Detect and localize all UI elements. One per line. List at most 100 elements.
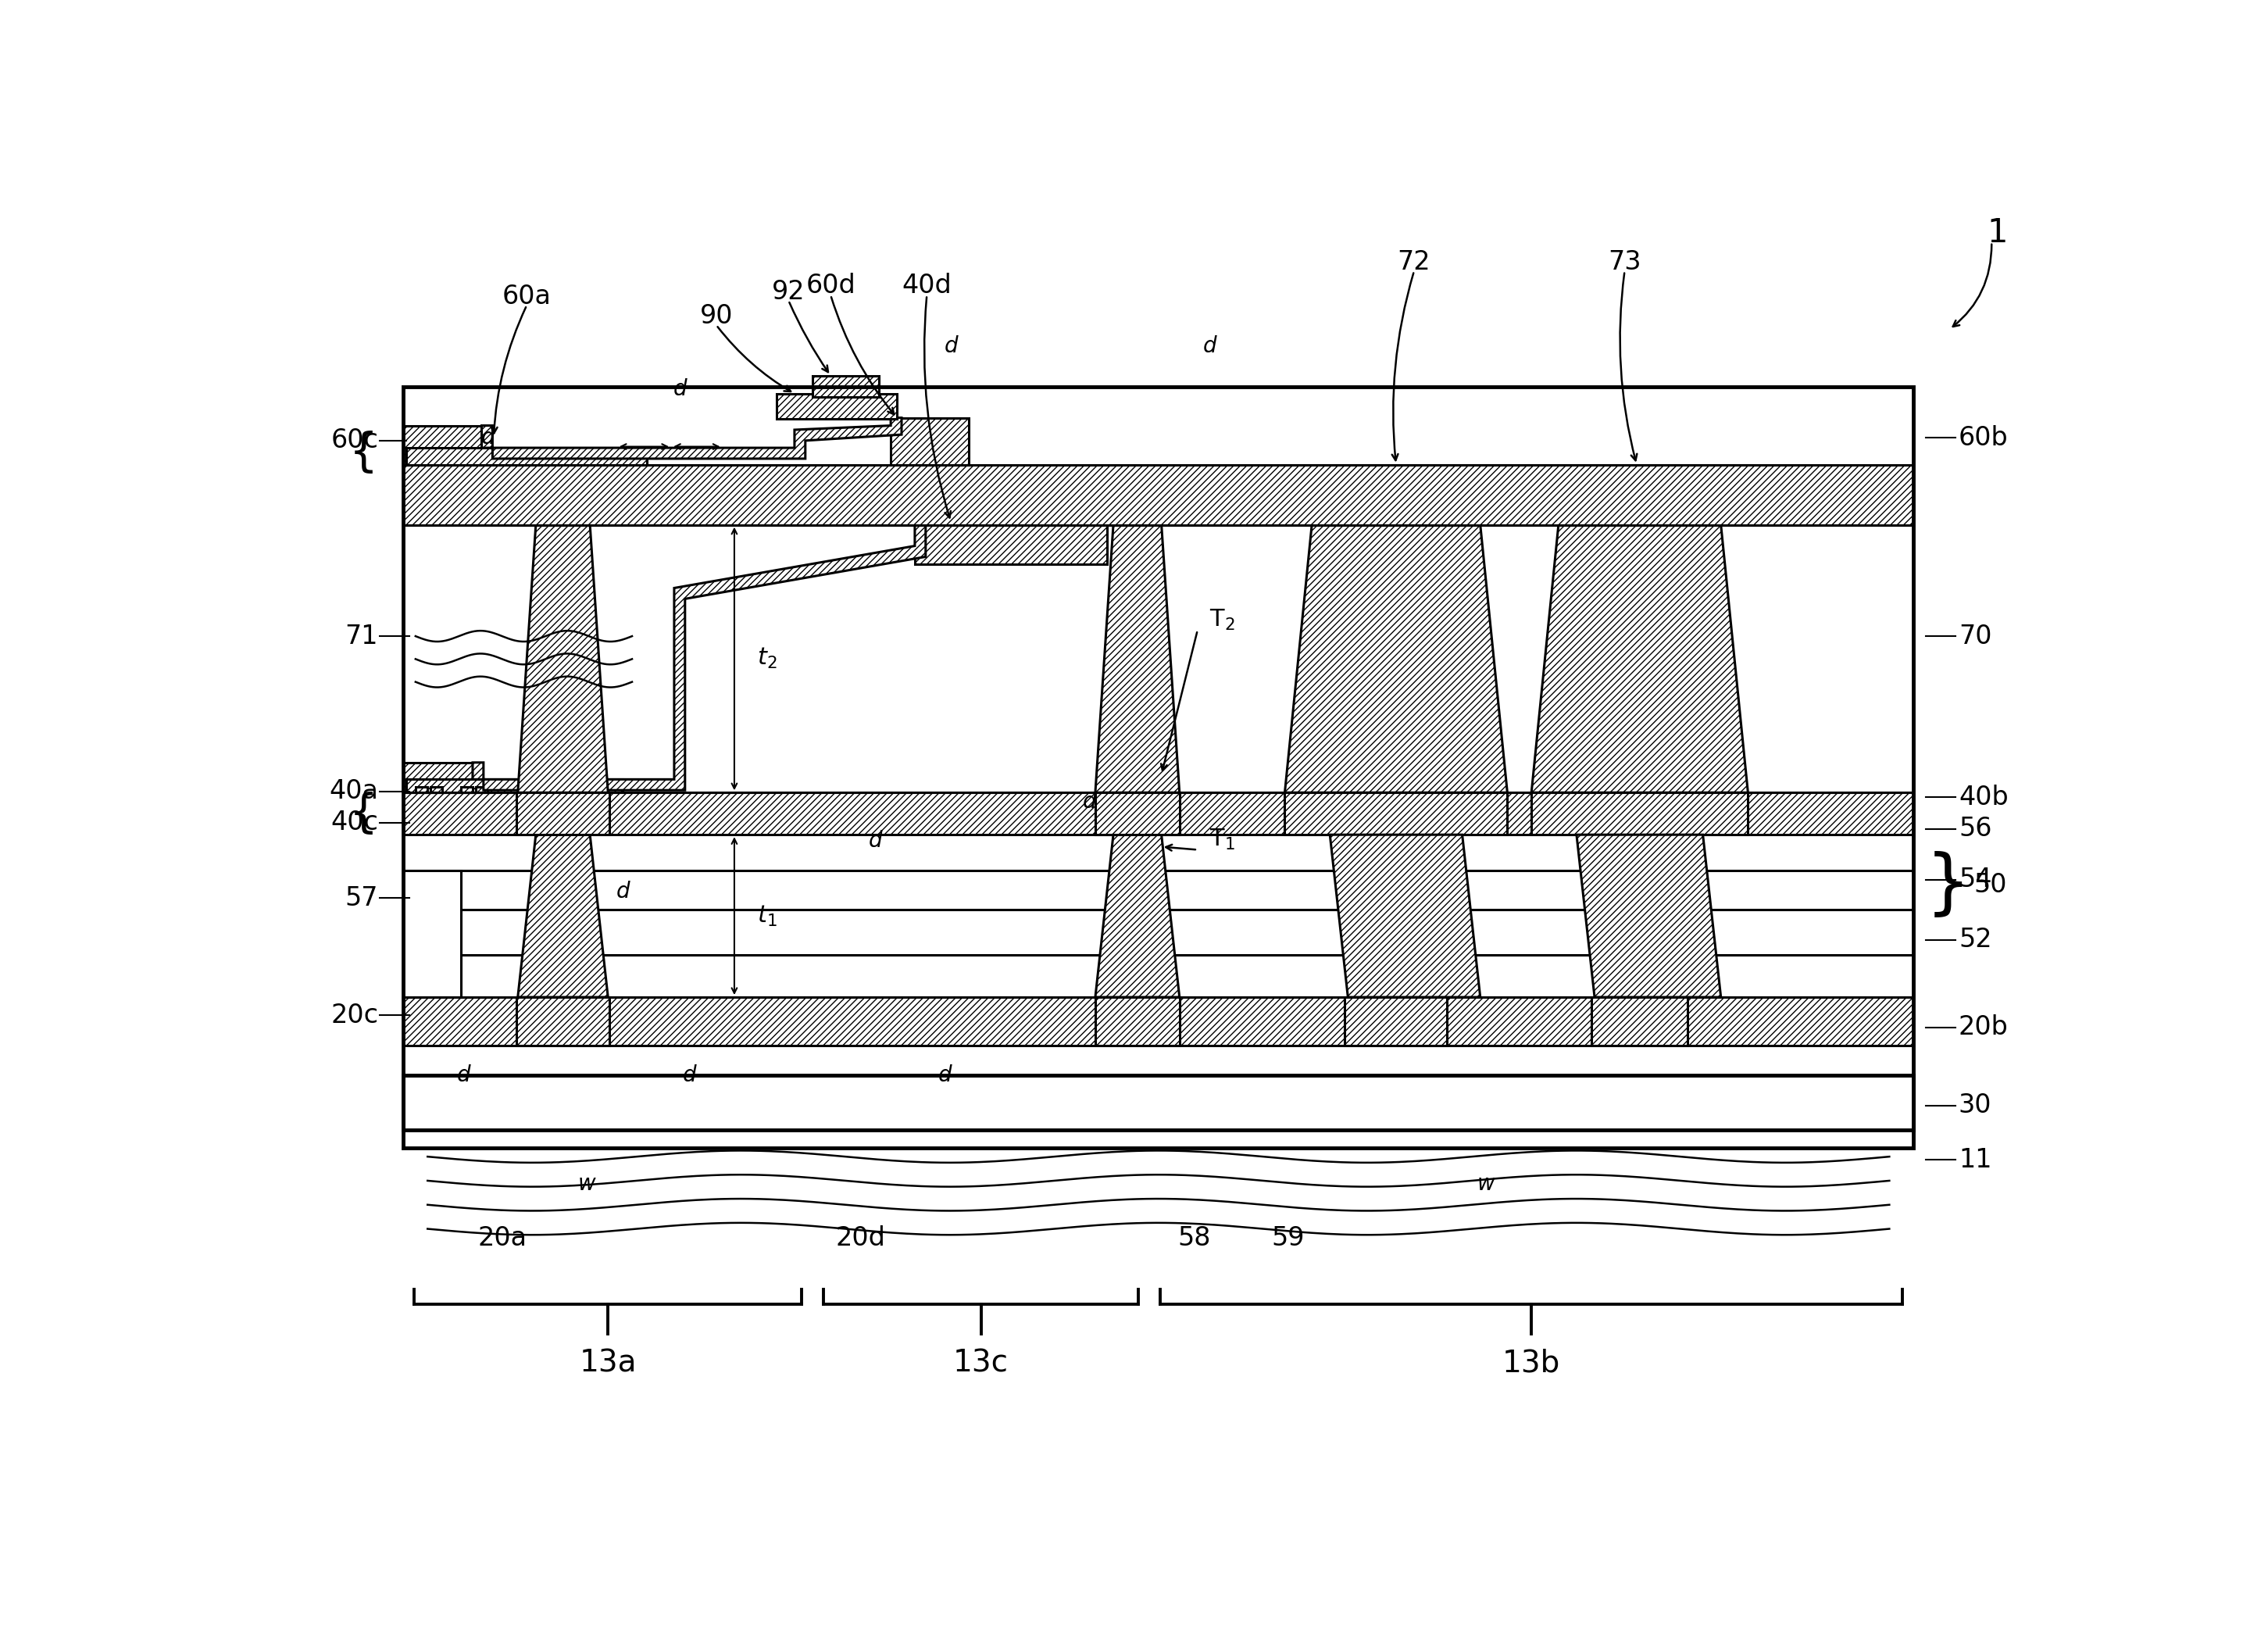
Text: 40b: 40b <box>1960 784 2009 811</box>
Bar <box>431 786 442 793</box>
Text: 40a: 40a <box>329 778 379 804</box>
Bar <box>914 522 1107 565</box>
Bar <box>517 998 610 1045</box>
Text: 13c: 13c <box>953 1349 1009 1378</box>
Text: 40d: 40d <box>903 272 953 299</box>
Text: t$_1$: t$_1$ <box>758 904 778 929</box>
Text: 20b: 20b <box>1960 1014 2009 1040</box>
Bar <box>406 980 558 998</box>
Polygon shape <box>1531 525 1749 793</box>
Bar <box>406 779 624 793</box>
Bar <box>404 763 472 793</box>
Text: {: { <box>349 430 379 474</box>
Text: 60c: 60c <box>331 428 379 453</box>
Text: }: } <box>1926 850 1971 919</box>
Text: 20a: 20a <box>479 1224 528 1250</box>
Polygon shape <box>517 835 608 998</box>
Bar <box>726 986 739 998</box>
Text: t$_2$: t$_2$ <box>758 647 778 671</box>
Bar <box>710 986 723 998</box>
Text: w: w <box>1476 1173 1495 1195</box>
Bar <box>1095 793 1179 835</box>
Text: 92: 92 <box>771 279 805 305</box>
Text: d: d <box>674 379 687 400</box>
Bar <box>404 1075 1914 1129</box>
Text: d: d <box>943 335 957 358</box>
Bar <box>404 871 460 998</box>
Bar <box>404 965 467 998</box>
Polygon shape <box>1095 835 1179 998</box>
Text: 11: 11 <box>1960 1147 1991 1173</box>
Bar <box>1345 998 1447 1045</box>
Text: 20d: 20d <box>835 1224 885 1250</box>
Text: 56: 56 <box>1960 816 1991 842</box>
Bar <box>404 425 481 464</box>
Text: 13b: 13b <box>1501 1349 1560 1378</box>
Bar <box>404 793 1914 835</box>
Bar <box>1095 793 1179 835</box>
Bar <box>517 501 608 525</box>
Text: d: d <box>1082 791 1095 812</box>
Polygon shape <box>1576 835 1721 998</box>
Bar <box>404 386 1914 1147</box>
Text: d: d <box>869 830 882 852</box>
Bar <box>404 998 1914 1045</box>
Text: 40c: 40c <box>331 809 379 835</box>
Polygon shape <box>481 418 903 458</box>
Bar <box>1281 464 1510 496</box>
Text: d: d <box>481 427 494 448</box>
Text: 13a: 13a <box>578 1349 637 1378</box>
Text: 60b: 60b <box>1960 425 2009 451</box>
Text: w: w <box>578 1173 596 1195</box>
Bar <box>891 418 968 464</box>
Bar <box>404 909 1914 955</box>
Text: 30: 30 <box>1960 1093 1991 1119</box>
Text: d: d <box>456 1065 469 1086</box>
Text: d: d <box>1202 335 1216 358</box>
Text: {: { <box>349 791 379 835</box>
Polygon shape <box>1284 525 1508 793</box>
Text: d: d <box>939 1065 953 1086</box>
Polygon shape <box>517 525 608 793</box>
Text: T$_2$: T$_2$ <box>1209 607 1236 632</box>
Bar <box>1095 998 1179 1045</box>
Bar <box>476 986 490 998</box>
Bar <box>812 376 878 397</box>
Bar <box>404 955 1914 998</box>
Bar <box>404 464 1914 525</box>
Text: 72: 72 <box>1397 249 1431 274</box>
Text: 1: 1 <box>1987 217 2007 249</box>
Text: T$_1$: T$_1$ <box>1209 827 1236 852</box>
Bar <box>415 786 429 793</box>
Text: 70: 70 <box>1960 624 1991 650</box>
Text: d: d <box>683 1065 696 1086</box>
Bar <box>1531 793 1749 835</box>
Text: 90: 90 <box>701 304 733 328</box>
Polygon shape <box>1329 835 1481 998</box>
Bar <box>517 793 610 835</box>
Bar <box>1173 980 1213 998</box>
Text: 60a: 60a <box>501 284 551 309</box>
Text: 20c: 20c <box>331 1003 379 1029</box>
Text: 73: 73 <box>1608 249 1642 274</box>
Bar <box>460 786 472 793</box>
Text: 71: 71 <box>345 624 379 650</box>
Text: 57: 57 <box>345 884 379 911</box>
Bar <box>776 394 896 418</box>
Bar <box>460 986 474 998</box>
Polygon shape <box>1095 525 1179 793</box>
Text: 54: 54 <box>1960 866 1991 893</box>
Bar <box>1529 464 1751 496</box>
Bar <box>406 448 646 464</box>
Text: d: d <box>617 881 631 903</box>
Bar <box>1592 998 1687 1045</box>
Text: 50: 50 <box>1973 871 2007 898</box>
Bar <box>1259 980 1297 998</box>
Bar <box>1095 504 1179 525</box>
Bar <box>404 871 1914 909</box>
Polygon shape <box>472 522 925 791</box>
Text: 60d: 60d <box>805 272 855 299</box>
Bar <box>476 786 488 793</box>
Text: 52: 52 <box>1960 927 1991 953</box>
Text: 59: 59 <box>1270 1224 1304 1250</box>
